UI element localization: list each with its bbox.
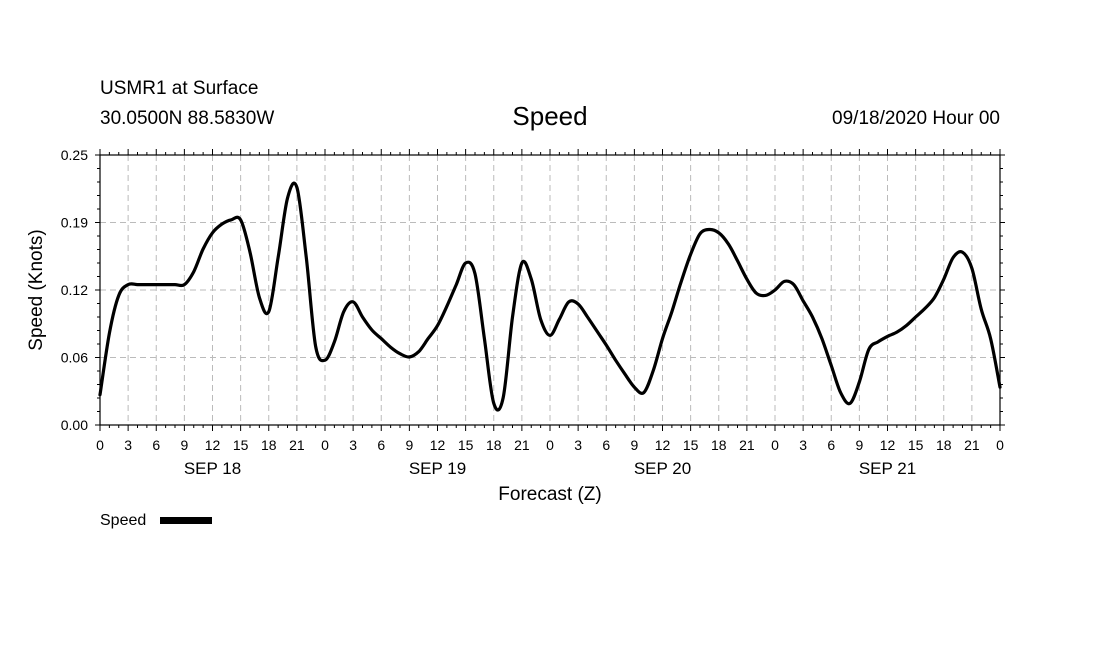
x-tick-label: 12 (430, 437, 446, 453)
x-tick-label: 18 (486, 437, 502, 453)
x-tick-label: 21 (289, 437, 305, 453)
x-tick-label: 3 (349, 437, 357, 453)
x-tick-label: 9 (630, 437, 638, 453)
x-tick-label: 18 (261, 437, 277, 453)
x-tick-label: 15 (458, 437, 474, 453)
day-label: SEP 18 (184, 459, 241, 478)
x-tick-label: 6 (602, 437, 610, 453)
x-tick-label: 12 (205, 437, 221, 453)
legend-swatch (160, 517, 212, 524)
x-tick-label: 9 (405, 437, 413, 453)
x-tick-label: 3 (799, 437, 807, 453)
y-axis-ticks: 0.00 0.06 0.12 0.19 0.25 (61, 147, 1005, 433)
x-tick-label: 3 (124, 437, 132, 453)
x-tick-label: 6 (152, 437, 160, 453)
x-tick-label: 18 (936, 437, 952, 453)
x-tick-label: 0 (996, 437, 1004, 453)
legend-label: Speed (100, 512, 146, 529)
x-tick-label: 15 (908, 437, 924, 453)
x-tick-label: 0 (771, 437, 779, 453)
speed-series-line (98, 181, 1002, 412)
day-label: SEP 20 (634, 459, 691, 478)
x-tick-label: 18 (711, 437, 727, 453)
location-label: 30.0500N 88.5830W (100, 108, 274, 129)
day-label: SEP 21 (859, 459, 916, 478)
x-tick-label: 12 (655, 437, 671, 453)
x-tick-label: 6 (377, 437, 385, 453)
x-tick-label: 0 (96, 437, 104, 453)
grid-lines (100, 155, 1000, 425)
x-tick-label: 15 (233, 437, 249, 453)
y-tick-label: 0.06 (61, 350, 88, 366)
x-tick-label: 9 (180, 437, 188, 453)
y-tick-label: 0.00 (61, 417, 88, 433)
day-label: SEP 19 (409, 459, 466, 478)
x-axis-ticks: 0 3 6 9 12 15 18 21 0 3 6 9 12 15 18 21 0 3 6 9 12 15 18 21 0 3 6 9… (96, 149, 1004, 453)
x-tick-label: 21 (964, 437, 980, 453)
forecast-timestamp: 09/18/2020 Hour 00 (832, 108, 1000, 129)
x-axis-label: Forecast (Z) (498, 484, 601, 505)
x-tick-label: 12 (880, 437, 896, 453)
x-tick-label: 0 (546, 437, 554, 453)
x-tick-label: 15 (683, 437, 699, 453)
y-tick-label: 0.19 (61, 215, 88, 231)
x-tick-label: 0 (321, 437, 329, 453)
x-tick-label: 6 (827, 437, 835, 453)
station-label: USMR1 at Surface (100, 78, 258, 99)
x-tick-label: 3 (574, 437, 582, 453)
x-tick-label: 9 (855, 437, 863, 453)
day-labels: SEP 18 SEP 19 SEP 20 SEP 21 (184, 459, 916, 478)
y-axis-label: Speed (Knots) (26, 229, 47, 350)
y-tick-label: 0.25 (61, 147, 88, 163)
y-tick-label: 0.12 (61, 282, 88, 298)
chart-title: Speed (512, 101, 587, 131)
x-tick-label: 21 (739, 437, 755, 453)
x-tick-label: 21 (514, 437, 530, 453)
